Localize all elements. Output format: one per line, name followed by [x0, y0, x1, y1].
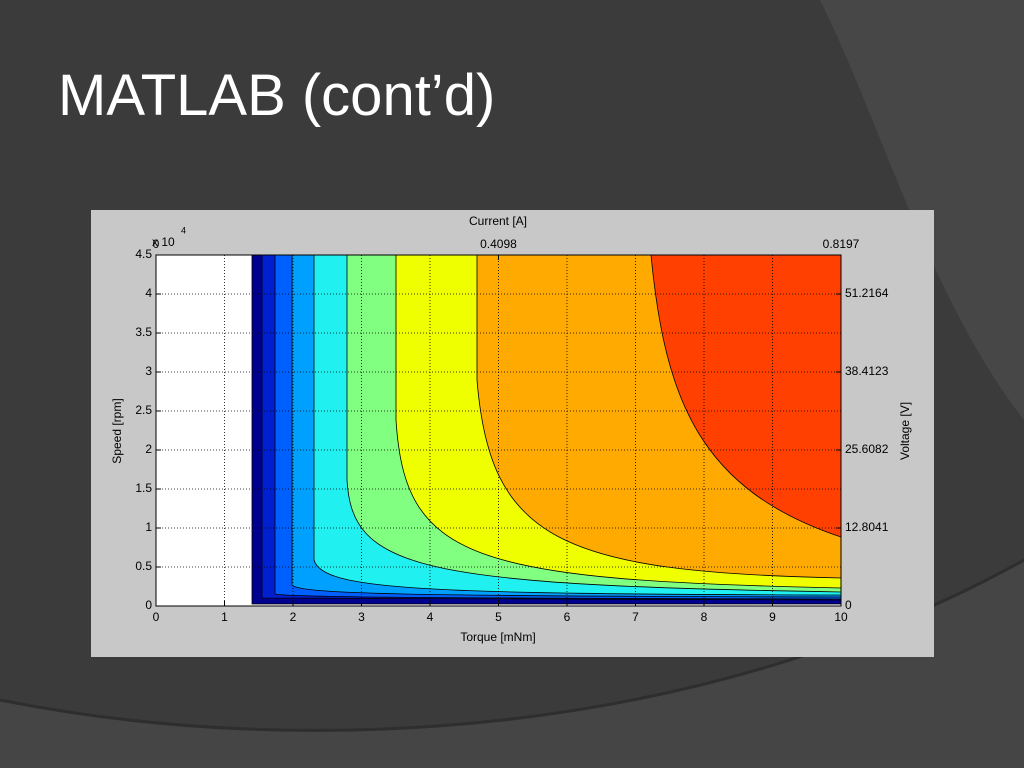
y-tick-label: 4.5: [135, 247, 152, 261]
y-tick-label: 3.5: [135, 325, 152, 339]
x-axis-label: Torque [mNm]: [460, 630, 535, 644]
y-tick-label: 1.5: [135, 481, 152, 495]
x-tick-label: 7: [632, 610, 639, 624]
x-tick-label: 5: [495, 610, 502, 624]
y2-tick-label: 0: [845, 598, 852, 612]
y-tick-label: 0: [145, 598, 152, 612]
y-tick-label: 1: [145, 520, 152, 534]
y-tick-label: 0.5: [135, 559, 152, 573]
y-multiplier-exponent: 4: [181, 225, 186, 235]
x2-tick-label: 0.8197: [823, 237, 860, 251]
contour-band: [650, 254, 842, 538]
x-tick-label: 0: [153, 610, 160, 624]
y-tick-label: 2.5: [135, 403, 152, 417]
x-tick-label: 4: [427, 610, 434, 624]
x-tick-label: 1: [221, 610, 228, 624]
x2-axis-label: Current [A]: [469, 214, 527, 228]
x-tick-label: 9: [769, 610, 776, 624]
y2-tick-label: 51.2164: [845, 286, 889, 300]
x-tick-label: 8: [701, 610, 708, 624]
x-tick-label: 2: [290, 610, 297, 624]
x-tick-label: 3: [358, 610, 365, 624]
y2-tick-label: 12.8041: [845, 520, 889, 534]
y2-tick-label: 38.4123: [845, 364, 889, 378]
y-tick-label: 2: [145, 442, 152, 456]
y-axis-label: Speed [rpm]: [110, 398, 124, 463]
slide-title: MATLAB (cont’d): [58, 63, 496, 128]
y2-tick-label: 25.6082: [845, 442, 889, 456]
y-tick-label: 3: [145, 364, 152, 378]
x-tick-label: 10: [834, 610, 848, 624]
x2-tick-label: 0: [153, 237, 160, 251]
contour-fill: [251, 254, 842, 605]
y2-axis-label: Voltage [V]: [898, 402, 912, 460]
x2-tick-label: 0.4098: [480, 237, 517, 251]
x-tick-label: 6: [564, 610, 571, 624]
y-tick-label: 4: [145, 286, 152, 300]
y-multiplier: x 10: [152, 235, 175, 249]
decor: [0, 560, 1024, 768]
